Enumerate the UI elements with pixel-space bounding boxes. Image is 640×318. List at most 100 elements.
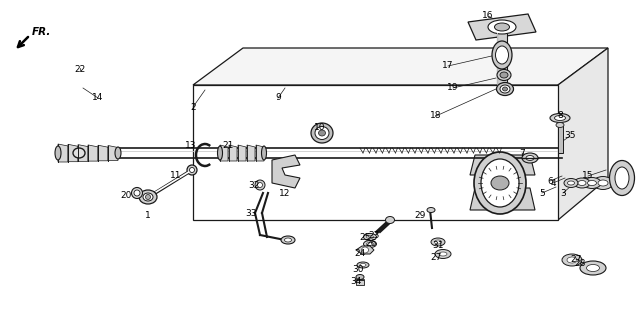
Ellipse shape	[281, 236, 295, 244]
Ellipse shape	[143, 193, 153, 201]
Ellipse shape	[488, 20, 516, 34]
Bar	[356, 280, 364, 285]
Text: 27: 27	[430, 253, 442, 262]
Ellipse shape	[574, 178, 590, 188]
Text: 23: 23	[368, 232, 380, 240]
Text: FR.: FR.	[32, 27, 51, 37]
Polygon shape	[68, 144, 78, 162]
Text: 21: 21	[222, 142, 234, 150]
Ellipse shape	[578, 181, 586, 185]
Bar	[558, 125, 563, 153]
Text: 28: 28	[574, 259, 586, 267]
Ellipse shape	[588, 181, 596, 185]
Text: 4: 4	[550, 178, 556, 188]
Ellipse shape	[435, 250, 451, 259]
Polygon shape	[558, 48, 608, 220]
Ellipse shape	[139, 190, 157, 204]
Ellipse shape	[522, 153, 538, 163]
Ellipse shape	[145, 195, 150, 199]
Text: 1: 1	[145, 211, 151, 219]
Ellipse shape	[593, 176, 613, 190]
Text: 11: 11	[170, 171, 182, 181]
Ellipse shape	[311, 123, 333, 143]
Ellipse shape	[567, 257, 577, 263]
Ellipse shape	[556, 122, 564, 128]
Ellipse shape	[427, 208, 435, 212]
Text: 31: 31	[432, 241, 444, 251]
Text: 13: 13	[185, 142, 196, 150]
Polygon shape	[193, 85, 558, 220]
Polygon shape	[470, 155, 535, 175]
Text: 15: 15	[582, 171, 594, 181]
Ellipse shape	[435, 240, 442, 244]
Ellipse shape	[492, 41, 512, 69]
Ellipse shape	[319, 130, 326, 136]
Ellipse shape	[218, 146, 223, 160]
Ellipse shape	[356, 274, 364, 280]
Polygon shape	[78, 145, 88, 162]
Polygon shape	[108, 146, 118, 161]
Ellipse shape	[502, 87, 508, 91]
Text: 27: 27	[570, 255, 582, 265]
Text: 8: 8	[557, 112, 563, 121]
Ellipse shape	[497, 70, 511, 80]
Text: 22: 22	[74, 66, 86, 74]
Ellipse shape	[500, 72, 508, 78]
Text: 12: 12	[279, 189, 291, 197]
Text: 7: 7	[519, 149, 525, 157]
Text: 17: 17	[442, 61, 454, 71]
Polygon shape	[193, 48, 608, 85]
Ellipse shape	[562, 254, 582, 266]
Ellipse shape	[431, 238, 445, 246]
Text: 24: 24	[355, 248, 365, 258]
Ellipse shape	[554, 115, 566, 121]
Ellipse shape	[586, 265, 600, 272]
Ellipse shape	[598, 180, 608, 186]
Ellipse shape	[564, 178, 578, 188]
Text: 16: 16	[483, 11, 493, 20]
Ellipse shape	[255, 180, 265, 190]
Bar	[497, 27, 507, 89]
Ellipse shape	[131, 188, 143, 198]
Ellipse shape	[73, 148, 85, 158]
Text: 32: 32	[248, 182, 260, 190]
Ellipse shape	[495, 46, 509, 64]
Polygon shape	[58, 144, 68, 162]
Text: 25: 25	[359, 233, 371, 243]
Text: 10: 10	[314, 123, 326, 133]
Ellipse shape	[609, 161, 634, 196]
Ellipse shape	[491, 176, 509, 190]
Polygon shape	[88, 145, 98, 161]
Ellipse shape	[134, 190, 140, 196]
Text: 2: 2	[190, 102, 196, 112]
Ellipse shape	[362, 247, 369, 253]
Ellipse shape	[481, 159, 519, 207]
Polygon shape	[220, 145, 228, 161]
Polygon shape	[256, 145, 264, 161]
Ellipse shape	[189, 168, 195, 172]
Ellipse shape	[115, 147, 121, 159]
Text: 18: 18	[430, 112, 442, 121]
Ellipse shape	[367, 236, 374, 238]
Text: 20: 20	[120, 191, 132, 201]
Ellipse shape	[262, 146, 266, 160]
Ellipse shape	[497, 82, 513, 95]
Ellipse shape	[500, 85, 510, 93]
Ellipse shape	[315, 127, 329, 140]
Text: 9: 9	[275, 93, 281, 102]
Ellipse shape	[364, 240, 376, 247]
Ellipse shape	[495, 23, 509, 31]
Ellipse shape	[568, 181, 575, 185]
Ellipse shape	[580, 261, 606, 275]
Text: 29: 29	[414, 211, 426, 220]
Text: 14: 14	[92, 93, 104, 102]
Ellipse shape	[550, 114, 570, 122]
Polygon shape	[247, 145, 255, 161]
Text: 26: 26	[365, 238, 377, 247]
Ellipse shape	[187, 165, 197, 175]
Polygon shape	[238, 145, 246, 161]
Text: 33: 33	[245, 209, 257, 218]
Ellipse shape	[360, 264, 366, 266]
Ellipse shape	[474, 152, 526, 214]
Ellipse shape	[55, 146, 61, 160]
